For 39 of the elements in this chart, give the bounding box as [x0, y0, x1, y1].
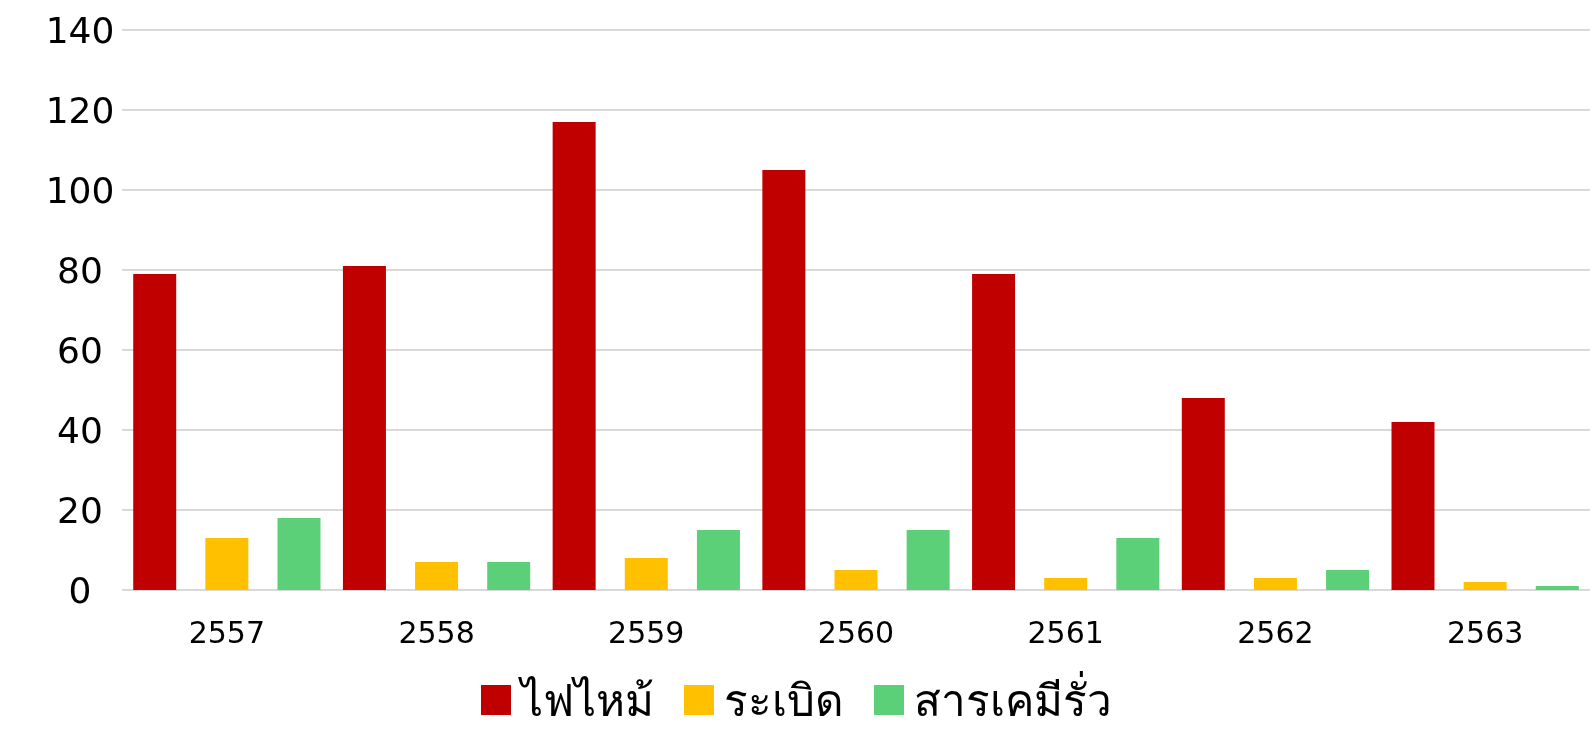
x-tick-label: 2560 [817, 614, 895, 650]
legend-label: ไฟไหม้ [518, 674, 654, 726]
bar [342, 266, 386, 590]
bar [762, 170, 806, 590]
x-tick-label: 2563 [1446, 614, 1524, 650]
bar [205, 538, 249, 590]
x-tick-label: 2561 [1027, 614, 1104, 650]
legend-label: สารเคมีรั่ว [914, 669, 1112, 726]
bar [1181, 398, 1225, 590]
bar [487, 562, 531, 590]
x-tick-label: 2557 [188, 614, 266, 650]
y-tick-label: 120 [45, 89, 115, 131]
bar [696, 530, 740, 590]
y-tick-label: 60 [57, 329, 103, 371]
bar [1535, 586, 1579, 590]
x-tick-label: 2562 [1237, 614, 1314, 650]
bar [552, 122, 596, 590]
bar [133, 274, 177, 590]
bar [834, 570, 878, 590]
y-tick-label: 40 [57, 409, 103, 451]
x-tick-label: 2558 [398, 614, 475, 650]
y-tick-label: 80 [57, 249, 103, 291]
bar [1463, 582, 1507, 590]
bar [1116, 538, 1160, 590]
bar [415, 562, 459, 590]
bar [1253, 578, 1297, 590]
bar [624, 558, 668, 590]
y-tick-label: 140 [45, 9, 115, 51]
bar [277, 518, 321, 590]
legend-label: ระเบิด [724, 674, 844, 726]
bar [1326, 570, 1370, 590]
x-tick-label: 2559 [608, 614, 685, 650]
bar [906, 530, 950, 590]
bar [1044, 578, 1088, 590]
y-tick-label: 20 [57, 489, 103, 531]
y-tick-label: 100 [45, 169, 115, 211]
y-tick-label: 0 [68, 569, 92, 611]
bar [972, 274, 1016, 590]
bar [1391, 422, 1435, 590]
